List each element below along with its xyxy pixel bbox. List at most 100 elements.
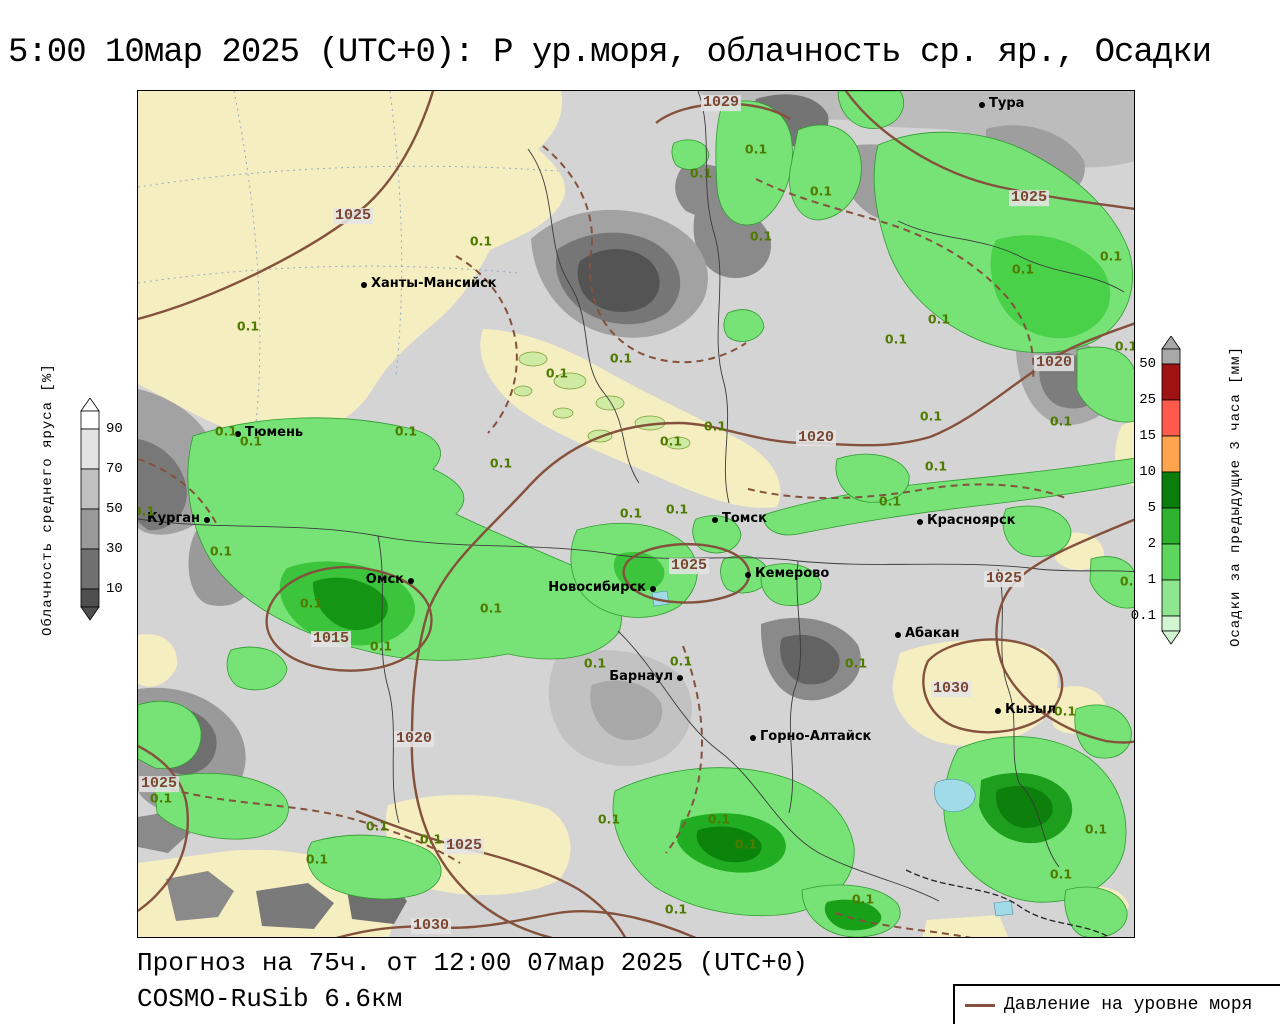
isobar-lines-shape — [265, 565, 433, 672]
precip-amount-label: 0.1 — [1114, 338, 1135, 354]
cloud-regions-shape — [577, 249, 660, 312]
colorbar-segment — [1161, 579, 1181, 617]
isobar-label: 1025 — [443, 837, 485, 855]
colorbar-segment — [80, 428, 100, 470]
precip-amount-label: 0.1 — [1011, 261, 1035, 277]
city-label: Абакан — [905, 626, 960, 641]
pressure-legend: Давление на уровне моря — [953, 984, 1280, 1024]
isobar-label: 1025 — [983, 570, 1025, 588]
city-dot-icon — [204, 517, 210, 523]
precipitation-regions-shape — [312, 577, 388, 631]
admin-boundaries-shape — [617, 630, 940, 902]
colorbar-segment — [1161, 543, 1181, 581]
admin-boundaries-shape — [697, 91, 730, 504]
precipitation-regions-shape — [1089, 556, 1134, 609]
city-dot-icon — [712, 517, 718, 523]
isobar-lines-dashed — [138, 145, 1069, 937]
pressure-legend-label: Давление на уровне моря — [1004, 995, 1253, 1015]
colorbar-segment — [80, 398, 100, 412]
isobar-label: 1029 — [700, 94, 742, 112]
graticule-lines-shape — [389, 91, 403, 376]
city-label: Тура — [989, 96, 1025, 111]
precip-amount-label: 0.1 — [659, 433, 683, 449]
city-dot-icon — [750, 735, 756, 741]
map-panel: Тура Ханты-Мансийск Тюмень Курган Омск Томск К… — [137, 90, 1135, 938]
colorbar-tick-label: 30 — [106, 541, 123, 557]
isobar-lines-dashed-shape — [747, 483, 1069, 500]
city-label: Томск — [722, 511, 767, 526]
city-dot-icon — [408, 578, 414, 584]
precipitation-regions-shape — [835, 453, 910, 503]
colorbar-tick-label: 5 — [1147, 500, 1156, 516]
light-precip-dots-shape — [595, 395, 625, 411]
precipitation-regions-shape — [671, 139, 710, 170]
isobar-lines-shape — [622, 542, 751, 604]
city-label: Кызыл — [1005, 702, 1057, 717]
precip-amount-label: 0.1 — [669, 653, 693, 669]
isobar-label: 1030 — [410, 917, 452, 935]
colorbar-segment — [1161, 336, 1181, 350]
precip-colorbar — [1161, 336, 1181, 645]
precip-amount-label: 0.1 — [489, 455, 513, 471]
precipitation-regions-shape — [1064, 886, 1128, 937]
precip-amount-label: 0.1 — [149, 790, 173, 806]
precip-amount-label: 0.1 — [919, 408, 943, 424]
isobar-lines-shape — [138, 744, 189, 912]
light-precip-dots — [513, 351, 691, 450]
precip-amount-label: 0.1 — [1119, 573, 1134, 589]
precip-amount-label: 0.1 — [927, 311, 951, 327]
model-info: COSMO-RuSib 6.6км — [137, 984, 403, 1014]
colorbar-segment — [1161, 471, 1181, 509]
graticule-lines-shape — [138, 265, 519, 284]
colorbar-segment — [1161, 363, 1181, 401]
colorbar-tick-label: 15 — [1139, 428, 1156, 444]
city-dot-icon — [917, 519, 923, 525]
isobar-lines-dashed-shape — [169, 788, 461, 864]
isobar-label: 1025 — [668, 557, 710, 575]
precip-amount-label: 0.1 — [744, 141, 768, 157]
isobar-lines-shape — [355, 809, 627, 937]
colorbar-tick-label: 0.1 — [1130, 608, 1156, 624]
precip-amount-label: 0.1 — [419, 831, 443, 847]
cloud-colorbar — [80, 398, 100, 621]
light-precip-dots-shape — [518, 351, 548, 367]
colorbar-tick-label: 10 — [106, 581, 123, 597]
clear-sky-regions-shape — [138, 91, 566, 438]
city-dot-icon — [235, 431, 241, 437]
city-label: Новосибирск — [548, 580, 646, 595]
city-label: Горно-Алтайск — [760, 729, 872, 744]
precip-amount-label: 0.1 — [1084, 821, 1108, 837]
admin-boundaries-shape — [1018, 782, 1060, 868]
isobar-label: 1015 — [310, 630, 352, 648]
city-dot-icon — [745, 572, 751, 578]
precipitation-regions-shape — [824, 899, 882, 931]
isobar-lines-dashed-shape — [755, 178, 1035, 380]
isobar-lines-shape — [995, 518, 1134, 744]
precip-amount-label: 0.1 — [878, 493, 902, 509]
precip-amount-label: 0.1 — [583, 655, 607, 671]
colorbar-tick-label: 50 — [1139, 356, 1156, 372]
colorbar-segment — [1161, 630, 1181, 645]
water-bodies-shape — [993, 900, 1014, 917]
city-label: Тюмень — [245, 425, 304, 440]
precipitation-regions-shape — [138, 700, 202, 770]
city-label: Барнаул — [609, 669, 673, 684]
precip-amount-label: 0.1 — [597, 811, 621, 827]
precip-amount-label: 0.1 — [365, 818, 389, 834]
precip-amount-label: 0.1 — [236, 318, 260, 334]
admin-boundaries-shape — [897, 220, 1125, 293]
colorbar-tick-label: 25 — [1139, 392, 1156, 408]
clear-sky-regions-shape — [480, 329, 781, 508]
pressure-line-swatch — [965, 1003, 995, 1007]
precipitation-regions — [138, 91, 1134, 937]
precip-amount-label: 0.1 — [707, 811, 731, 827]
precip-amount-label: 0.1 — [749, 228, 773, 244]
water-bodies-shape — [934, 779, 976, 812]
colorbar-tick-label: 70 — [106, 461, 123, 477]
isobar-label: 1020 — [795, 429, 837, 447]
precip-colorbar-title: Осадки за предыдущие 3 часа [мм] — [1228, 346, 1244, 648]
isobar-label: 1025 — [332, 207, 374, 225]
cloud-regions-shape — [590, 680, 663, 741]
precip-amount-label: 0.1 — [1053, 703, 1077, 719]
